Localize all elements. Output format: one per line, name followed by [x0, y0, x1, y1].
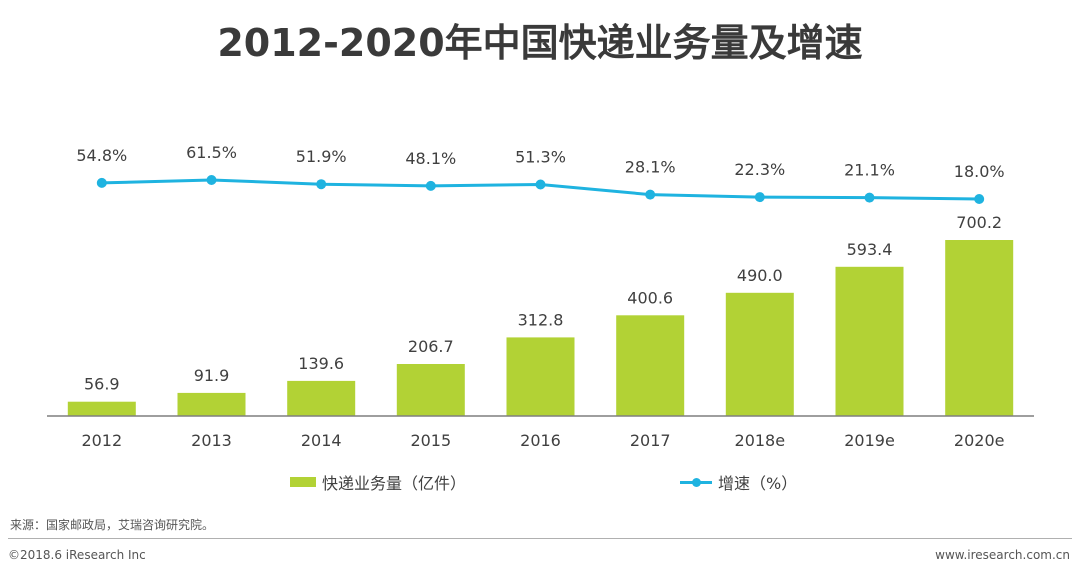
bar-label-2019e: 593.4	[847, 240, 893, 259]
growth-point-2012	[96, 177, 107, 188]
bar-label-2012: 56.9	[84, 375, 120, 394]
x-tick-2014: 2014	[301, 431, 342, 450]
x-tick-2013: 2013	[191, 431, 232, 450]
bar-labels-layer: 56.9 91.9 139.6 206.7 312.8 400.6 490.0 593.4 70…	[84, 213, 1002, 394]
bar-label-2018e: 490.0	[737, 266, 783, 285]
legend-bar-swatch	[290, 477, 316, 487]
x-tick-2015: 2015	[410, 431, 451, 450]
bar-2018e	[725, 292, 794, 416]
bar-2020e	[945, 240, 1014, 416]
bar-label-2015: 206.7	[408, 337, 454, 356]
x-tick-labels: 2012 2013 2014 2015 2016 2017 2018e 2019e 2020e	[81, 431, 1004, 450]
bar-2013	[177, 392, 246, 416]
growth-label-2018e: 22.3%	[734, 160, 785, 179]
chart-area: 56.9 91.9 139.6 206.7 312.8 400.6 490.0 593.4 70…	[47, 143, 1034, 450]
bar-2012	[67, 401, 136, 416]
growth-label-2015: 48.1%	[405, 149, 456, 168]
bar-label-2016: 312.8	[518, 310, 564, 329]
growth-labels-layer: 54.8% 61.5% 51.9% 48.1% 51.3% 28.1% 22.3% 21.1%…	[76, 143, 1004, 181]
growth-label-2014: 51.9%	[296, 147, 347, 166]
growth-label-2017: 28.1%	[625, 158, 676, 177]
x-tick-2019e: 2019e	[844, 431, 895, 450]
bars-layer	[67, 240, 1014, 416]
legend-line-swatch	[680, 477, 712, 487]
legend-line: 增速（%）	[680, 470, 797, 494]
legend-bar-label: 快递业务量（亿件）	[322, 474, 467, 493]
growth-point-2013	[206, 175, 217, 185]
bar-2019e	[835, 266, 904, 416]
x-tick-2012: 2012	[81, 431, 122, 450]
bar-label-2020e: 700.2	[956, 213, 1002, 232]
growth-point-2017	[645, 189, 656, 200]
footer-divider	[8, 538, 1072, 539]
bar-2014	[287, 380, 356, 416]
x-tick-2017: 2017	[630, 431, 671, 450]
growth-line-layer	[96, 175, 985, 204]
source-note: 来源：国家邮政局，艾瑞咨询研究院。	[10, 518, 215, 532]
copyright: ©2018.6 iResearch Inc	[8, 548, 146, 562]
bar-2016	[506, 337, 575, 416]
growth-point-2020e	[974, 194, 985, 204]
x-tick-2018e: 2018e	[735, 431, 786, 450]
growth-point-2019e	[864, 192, 875, 203]
chart-title: 2012-2020年中国快递业务量及增速	[217, 21, 863, 65]
growth-point-2018e	[754, 192, 765, 203]
bar-2017	[616, 315, 685, 416]
x-tick-2020e: 2020e	[954, 431, 1005, 450]
growth-label-2020e: 18.0%	[954, 162, 1005, 181]
growth-point-2014	[316, 179, 327, 190]
growth-point-2016	[535, 179, 546, 190]
growth-label-2016: 51.3%	[515, 148, 566, 167]
legend-bar: 快递业务量（亿件）	[290, 470, 466, 494]
website-link[interactable]: www.iresearch.com.cn	[935, 548, 1070, 562]
bar-label-2017: 400.6	[627, 288, 673, 307]
bar-label-2014: 139.6	[298, 354, 344, 373]
growth-point-2015	[425, 180, 436, 191]
growth-label-2012: 54.8%	[76, 146, 127, 165]
growth-label-2019e: 21.1%	[844, 161, 895, 180]
bar-2015	[396, 364, 465, 416]
growth-label-2013: 61.5%	[186, 143, 237, 162]
x-tick-2016: 2016	[520, 431, 561, 450]
legend-line-label: 增速（%）	[718, 474, 798, 493]
bar-label-2013: 91.9	[194, 366, 230, 385]
